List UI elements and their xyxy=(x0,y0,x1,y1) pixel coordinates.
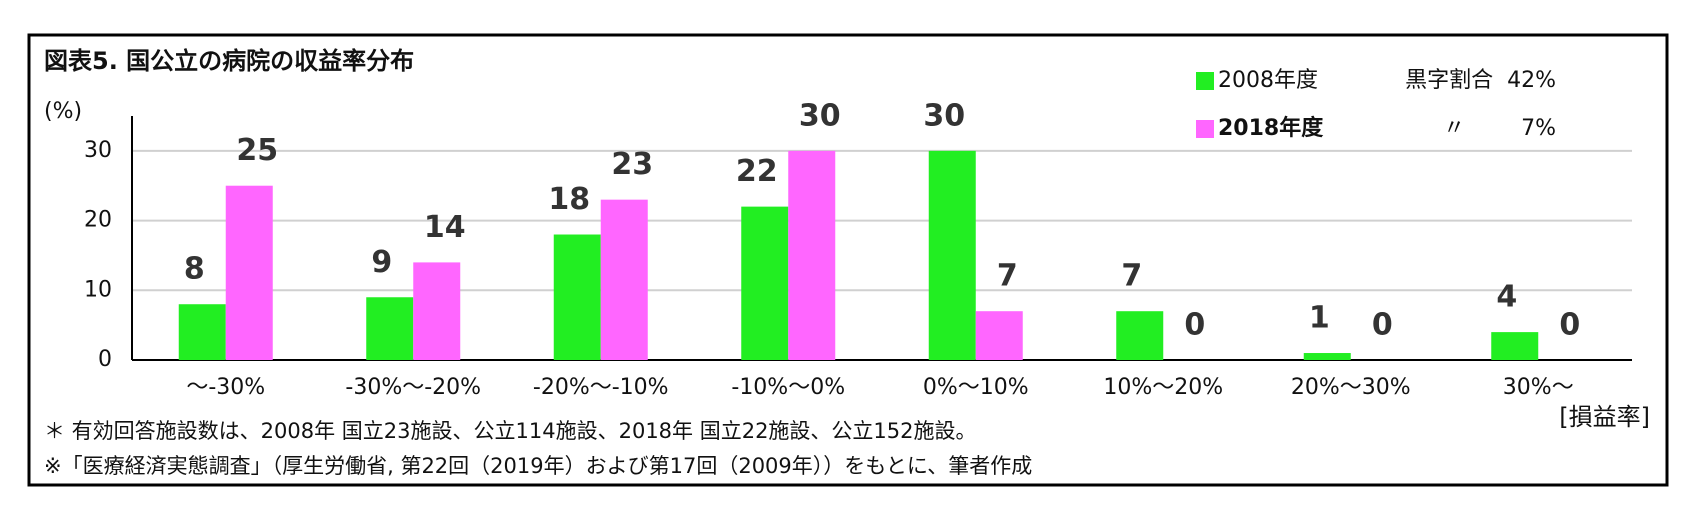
x-tick-label: -20%～-10% xyxy=(533,375,669,400)
chart-title: 図表5. 国公立の病院の収益率分布 xyxy=(44,47,414,75)
x-axis-label: [損益率] xyxy=(1559,403,1650,431)
y-axis-label: (%) xyxy=(44,99,82,124)
data-label: 7 xyxy=(1121,259,1142,294)
legend-note: 〃 7% xyxy=(1443,116,1556,141)
y-tick-label: 20 xyxy=(84,208,112,233)
bar xyxy=(928,150,976,360)
data-label: 22 xyxy=(736,154,778,189)
x-tick-label: -10%～0% xyxy=(731,375,845,400)
bar xyxy=(413,262,461,360)
legend-swatch xyxy=(1196,72,1214,90)
data-label: 0 xyxy=(1559,308,1580,343)
y-tick-label: 0 xyxy=(98,347,112,372)
bar xyxy=(1491,332,1539,360)
legend-note: 黒字割合 42% xyxy=(1405,68,1556,93)
x-tick-label: 20%～30% xyxy=(1291,375,1411,400)
data-label: 23 xyxy=(611,147,653,182)
bar xyxy=(178,304,226,360)
bar xyxy=(741,206,789,360)
bar xyxy=(1303,353,1351,360)
footnote: ※「医療経済実態調査」（厚生労働省, 第22回（2019年）および第17回（20… xyxy=(44,454,1032,478)
y-tick-label: 10 xyxy=(84,277,112,302)
x-tick-label: 0%～10% xyxy=(923,375,1029,400)
bar xyxy=(975,311,1023,360)
legend-label: 2008年度 xyxy=(1218,68,1318,93)
x-tick-label: -30%～-20% xyxy=(345,375,481,400)
data-label: 25 xyxy=(236,133,278,168)
data-label: 7 xyxy=(997,259,1018,294)
bar xyxy=(788,150,836,360)
frame xyxy=(27,33,1669,487)
data-label: 8 xyxy=(184,252,205,287)
data-label: 18 xyxy=(548,182,590,217)
x-tick-label: 30%～ xyxy=(1503,375,1574,400)
data-label: 9 xyxy=(371,245,392,280)
legend-swatch xyxy=(1196,120,1214,138)
footnote: ＊ 有効回答施設数は、2008年 国立23施設、公立114施設、2018年 国立… xyxy=(44,419,977,443)
legend-label: 2018年度 xyxy=(1218,115,1324,141)
data-label: 14 xyxy=(424,210,466,245)
data-label: 0 xyxy=(1372,308,1393,343)
x-tick-label: ～-30% xyxy=(186,375,265,400)
bar xyxy=(553,234,601,360)
bar xyxy=(1116,311,1164,360)
data-label: 30 xyxy=(923,98,965,133)
data-label: 4 xyxy=(1496,280,1517,315)
data-label: 0 xyxy=(1184,308,1205,343)
bar xyxy=(600,199,648,360)
x-tick-label: 10%～20% xyxy=(1103,375,1223,400)
data-label: 1 xyxy=(1309,301,1330,336)
bar xyxy=(225,185,273,360)
y-tick-label: 30 xyxy=(84,138,112,163)
bar xyxy=(366,297,414,360)
data-label: 30 xyxy=(799,98,841,133)
